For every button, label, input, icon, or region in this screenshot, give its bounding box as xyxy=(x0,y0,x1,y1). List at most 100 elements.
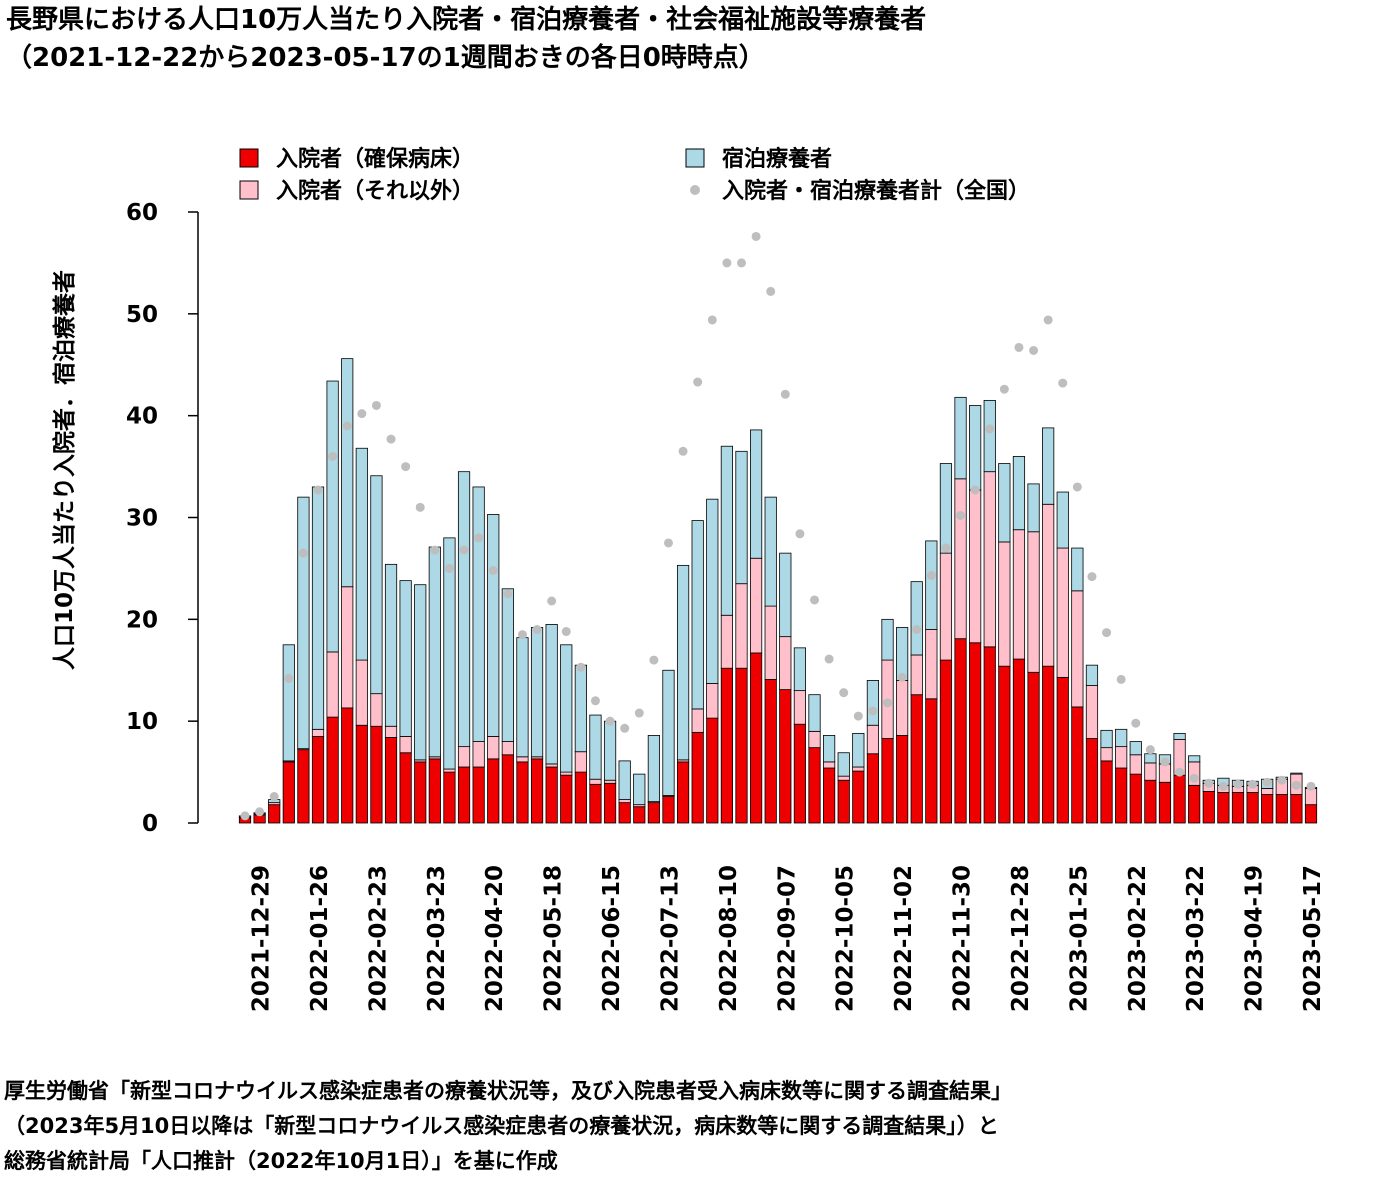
bar-segment xyxy=(560,774,573,824)
y-axis-label: 人口10万人当たり入院者．宿泊療養者 xyxy=(51,270,78,670)
bar-segment xyxy=(1042,665,1055,824)
bar-segment xyxy=(925,629,938,700)
bar-segment xyxy=(1085,664,1099,686)
bar-segment xyxy=(662,796,675,824)
bar-segment xyxy=(501,754,514,824)
chart-subtitle: （2021-12-22から2023-05-17の1週間おきの各日0時時点） xyxy=(6,42,765,73)
bar-segment xyxy=(750,652,763,824)
bar-segment xyxy=(706,683,719,719)
bar-segment xyxy=(1056,547,1069,678)
bar-segment xyxy=(1129,754,1142,775)
bar-segment xyxy=(355,447,368,661)
x-tick-label: 2022-08-10 xyxy=(716,865,742,1012)
data-point xyxy=(736,258,746,268)
bar-segment xyxy=(384,563,398,727)
bar-segment xyxy=(589,783,602,824)
y-tick-label: 20 xyxy=(126,607,158,633)
bar-segment xyxy=(983,646,996,824)
data-point xyxy=(444,563,454,573)
data-point xyxy=(488,565,498,575)
data-point xyxy=(722,258,732,268)
legend-swatch xyxy=(239,148,259,168)
data-point xyxy=(401,462,411,472)
data-point xyxy=(970,485,980,495)
bar-segment xyxy=(618,760,631,800)
bar-segment xyxy=(852,732,865,768)
data-point xyxy=(766,286,776,296)
x-tick-label: 2022-07-13 xyxy=(657,865,683,1012)
data-point xyxy=(941,543,951,553)
bar-segment xyxy=(472,766,485,824)
bar-segment xyxy=(910,694,923,824)
source-line: （2023年5月10日以降は「新型コロナウイルス感染症患者の療養状況，病床数等に… xyxy=(4,1114,999,1138)
bar-segment xyxy=(1261,787,1274,795)
bar-segment xyxy=(1100,760,1113,824)
bar-segment xyxy=(341,707,354,824)
bar-segment xyxy=(720,667,733,824)
data-point xyxy=(912,625,922,635)
data-point xyxy=(663,538,673,548)
data-point xyxy=(298,548,308,558)
bar-segment xyxy=(1304,804,1318,824)
data-point xyxy=(503,589,513,599)
bar-segment xyxy=(969,642,982,824)
bar-segment xyxy=(793,647,806,692)
data-point xyxy=(1116,674,1126,684)
data-point xyxy=(678,446,688,456)
bar-segment xyxy=(925,540,938,630)
data-point xyxy=(1189,773,1199,783)
bar-segment xyxy=(355,724,368,824)
data-point xyxy=(474,533,484,543)
bar-segment xyxy=(1129,773,1142,824)
bar-segment xyxy=(1012,455,1026,531)
bar-segment xyxy=(910,654,923,696)
data-point xyxy=(561,627,571,637)
bar-segment xyxy=(311,728,325,737)
bar-segment xyxy=(1056,491,1069,549)
bar-segment xyxy=(1056,676,1069,824)
bar-segment xyxy=(706,498,719,684)
bar-segment xyxy=(457,766,471,824)
x-tick-label: 2022-01-26 xyxy=(307,865,333,1012)
bar-segment xyxy=(793,723,806,824)
bar-segment xyxy=(370,475,383,695)
x-tick-label: 2023-03-22 xyxy=(1183,865,1209,1012)
source-line: 厚生労働省「新型コロナウイルス感染症患者の療養状況等，及び入院患者受入病床数等に… xyxy=(4,1079,1012,1103)
bar-segment xyxy=(574,664,587,753)
bar-segment xyxy=(574,771,587,824)
bar-segment xyxy=(560,644,573,773)
data-point xyxy=(1175,767,1185,777)
bar-segment xyxy=(793,690,806,725)
x-tick-label: 2022-11-30 xyxy=(950,865,976,1012)
bar-segment xyxy=(545,766,558,824)
data-point xyxy=(605,716,615,726)
data-point xyxy=(1277,775,1287,785)
bar-segment xyxy=(545,763,558,768)
bar-segment xyxy=(384,737,398,824)
bar-segment xyxy=(501,741,514,756)
bar-segment xyxy=(676,564,690,761)
bar-segment xyxy=(779,552,792,638)
bar-segment xyxy=(487,514,500,737)
data-point xyxy=(926,571,936,581)
data-point xyxy=(1102,628,1112,638)
legend-swatch xyxy=(690,185,700,195)
bar-segment xyxy=(341,586,354,709)
bar-segment xyxy=(603,782,617,824)
bar-segment xyxy=(823,761,836,769)
bar-segment xyxy=(647,802,660,824)
bar-segment xyxy=(779,689,792,824)
bar-segment xyxy=(881,738,894,824)
bar-segment xyxy=(764,679,777,824)
bar-segment xyxy=(939,659,953,824)
bar-segment xyxy=(414,761,427,824)
bar-segment xyxy=(1275,794,1288,824)
data-point xyxy=(824,654,834,664)
bar-segment xyxy=(1188,784,1201,824)
bar-segment xyxy=(750,429,763,559)
data-point xyxy=(707,315,717,325)
data-point xyxy=(795,529,805,539)
bar-segment xyxy=(472,486,485,742)
bar-segment xyxy=(603,720,617,781)
y-tick-label: 0 xyxy=(142,811,158,837)
